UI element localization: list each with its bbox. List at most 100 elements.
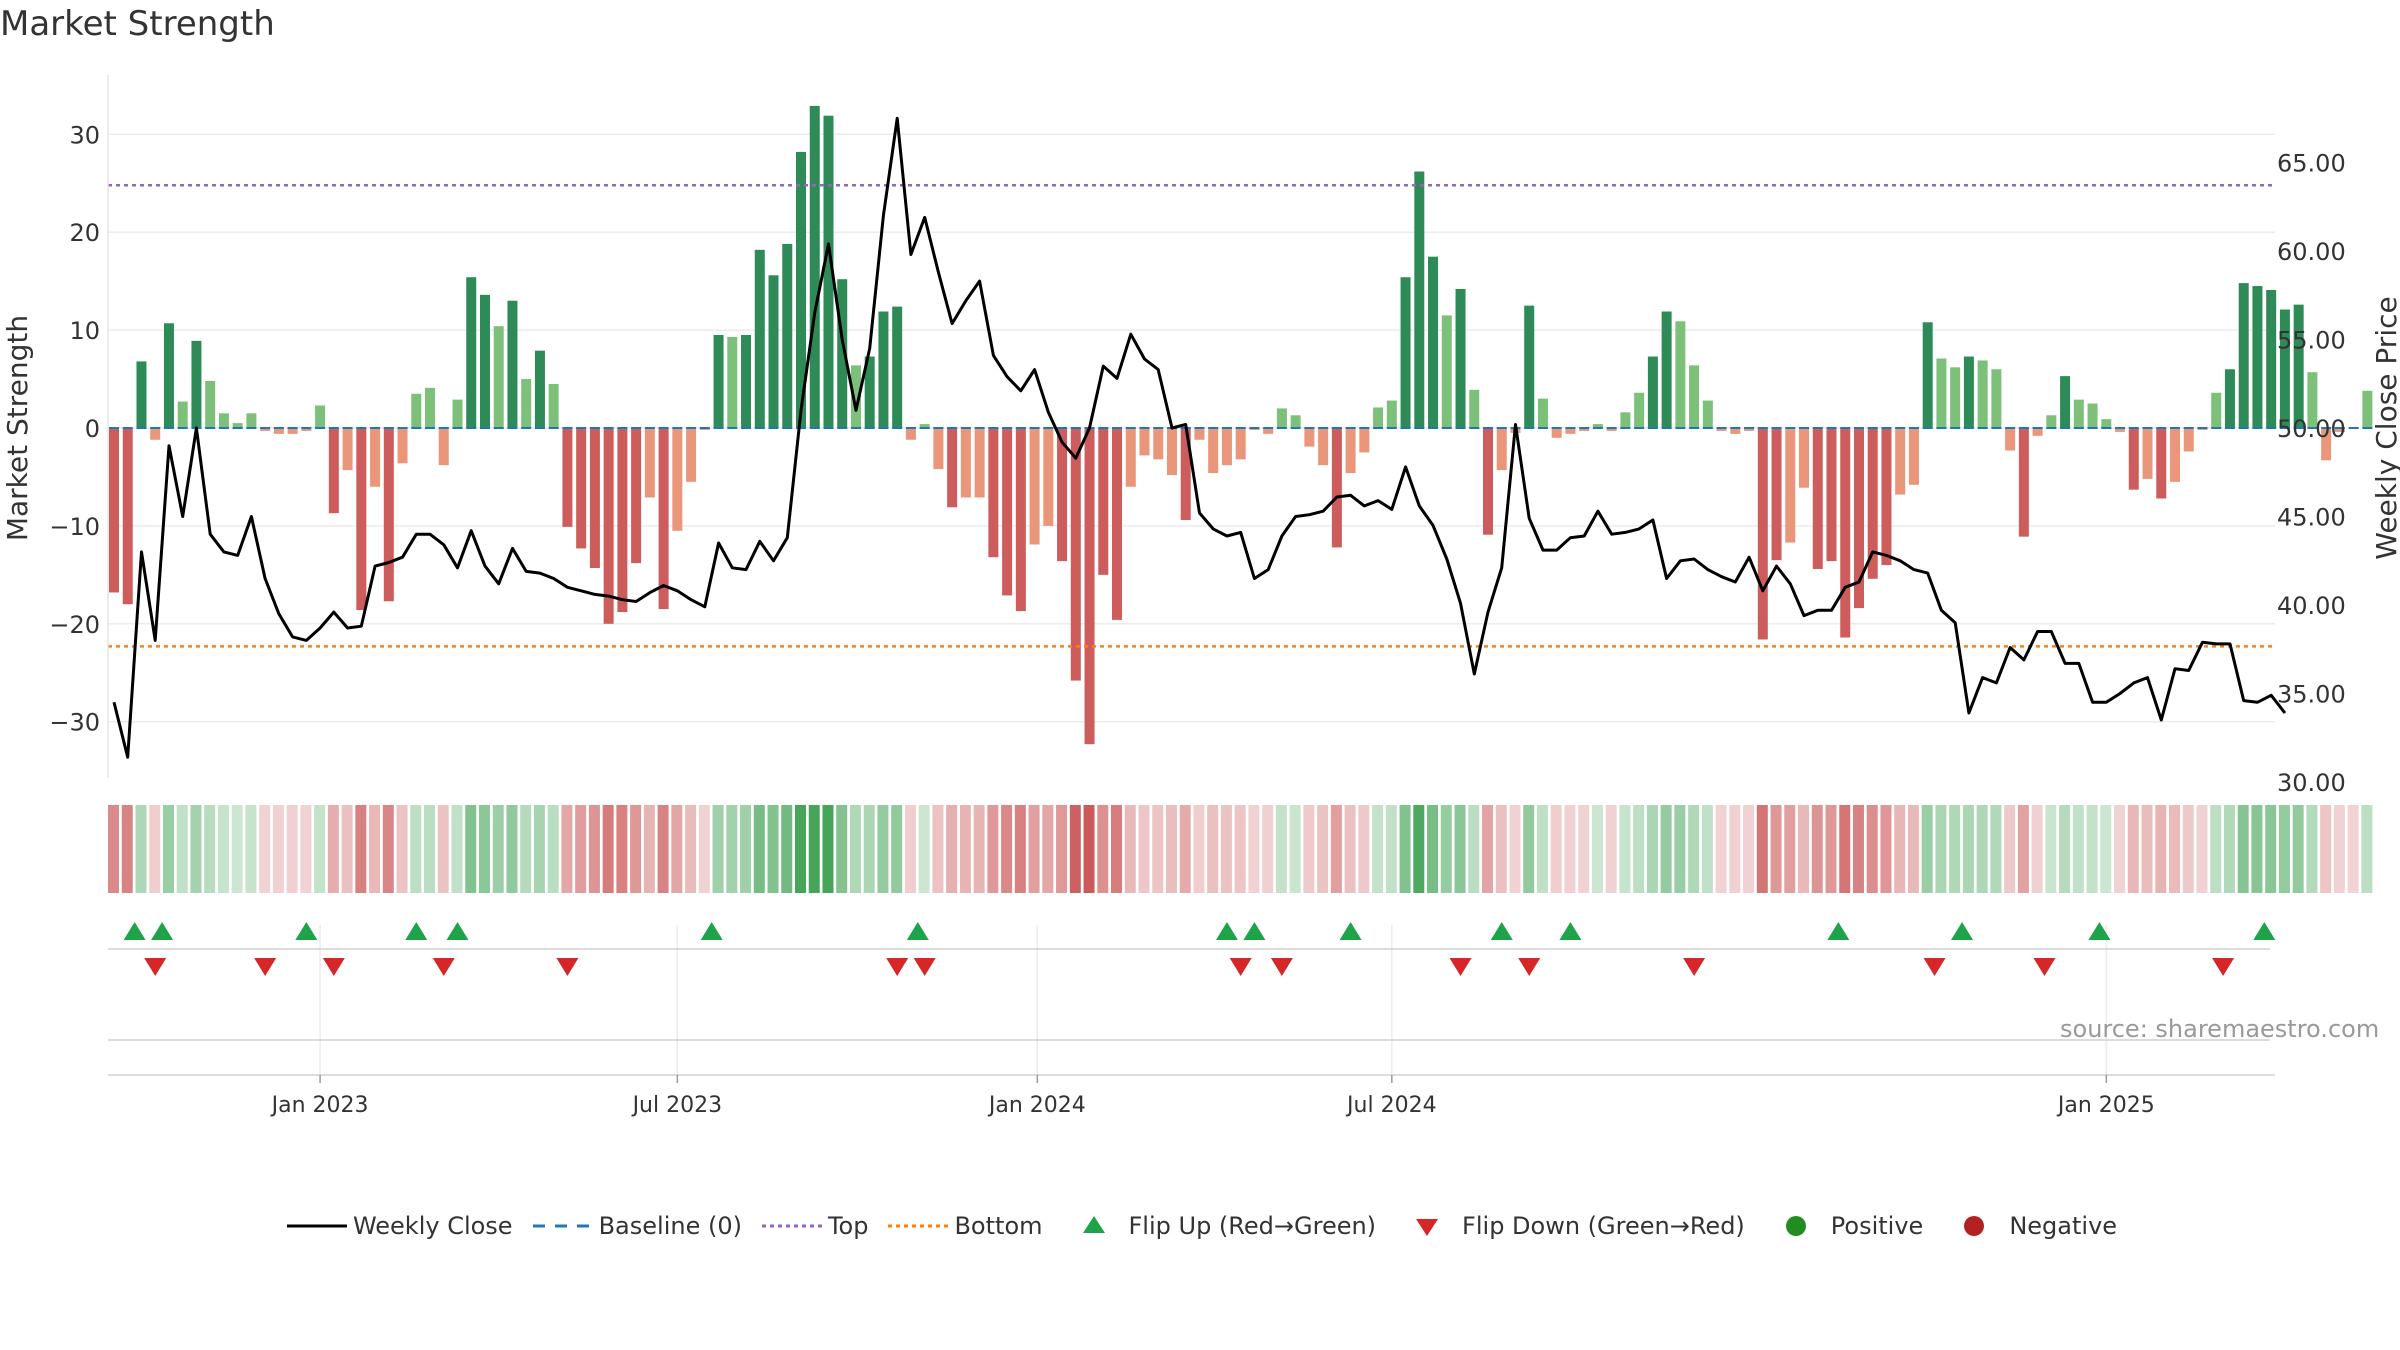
strength-bar	[2293, 304, 2304, 428]
strength-bar	[1263, 428, 1274, 434]
strip-cell	[396, 805, 408, 893]
strip-cell	[1111, 805, 1123, 893]
strength-bar	[809, 105, 820, 428]
reference-lines	[108, 183, 2275, 648]
strength-bar	[562, 428, 573, 527]
strip-cell	[286, 805, 298, 893]
strength-bar	[1936, 358, 1947, 428]
strength-bar	[356, 428, 367, 611]
strip-cell	[2086, 805, 2098, 893]
strip-cell	[492, 805, 504, 893]
strength-bar	[1812, 428, 1823, 569]
strength-bar	[383, 428, 394, 602]
strip-cell	[520, 805, 532, 893]
strip-cell	[1138, 805, 1150, 893]
strip-cell	[767, 805, 779, 893]
strength-bar	[919, 424, 930, 428]
legend-item-baseline: Baseline (0)	[529, 1211, 742, 1241]
strength-bar	[1441, 315, 1452, 428]
flip-up-marker	[1339, 922, 1362, 940]
strength-bar	[177, 401, 188, 428]
strength-bar	[1634, 392, 1645, 428]
flip-up-marker	[1559, 922, 1582, 940]
strip-cell	[506, 805, 518, 893]
weekly-close-line	[112, 116, 2287, 759]
flip-up-marker	[2253, 922, 2276, 940]
strength-bar	[1290, 415, 1301, 428]
strength-bar	[686, 428, 697, 482]
strength-bar	[1977, 360, 1988, 428]
strip-cell	[1907, 805, 1919, 893]
strip-cell	[1536, 805, 1548, 893]
strength-bar	[2279, 309, 2290, 428]
strip-cell	[204, 805, 216, 893]
strip-cell	[836, 805, 848, 893]
strength-bar	[658, 428, 669, 610]
strength-bar	[823, 115, 834, 428]
legend-symbol-close-icon	[283, 1211, 353, 1241]
strip-cell	[781, 805, 793, 893]
strength-bar	[727, 336, 738, 428]
strength-bar	[1180, 428, 1191, 521]
strip-cell	[1798, 805, 1810, 893]
strength-bar	[933, 428, 944, 470]
strength-bar	[1853, 428, 1864, 609]
strength-bars	[109, 105, 2373, 745]
strength-bar	[136, 361, 147, 428]
legend-item-flip-down: Flip Down (Green→Red)	[1392, 1211, 1745, 1241]
strength-bar	[741, 334, 752, 428]
strip-cell	[1152, 805, 1164, 893]
legend-symbol-positive-icon	[1761, 1211, 1831, 1241]
strength-bar	[1771, 428, 1782, 561]
strip-cell	[1042, 805, 1054, 893]
strength-bar	[1015, 428, 1026, 612]
legend-item-bottom: Bottom	[884, 1211, 1043, 1241]
y2-axis-title: Weekly Close Price	[2370, 296, 2400, 559]
strip-cell	[382, 805, 394, 893]
strip-cell	[259, 805, 271, 893]
strength-bar	[905, 428, 916, 440]
strength-bar	[1991, 369, 2002, 428]
strip-cell	[2155, 805, 2167, 893]
y2-tick-label: 60.00	[2277, 238, 2346, 266]
strength-bar	[548, 383, 559, 428]
strip-cell	[795, 805, 806, 893]
legend: Weekly Close Baseline (0) Top Bottom Flip Up…	[0, 1196, 2400, 1256]
legend-symbol-flip-up-icon	[1059, 1211, 1129, 1241]
strength-bar	[2156, 428, 2167, 499]
strength-bar	[754, 249, 765, 428]
strength-bar	[260, 428, 271, 431]
strip-cell	[424, 805, 436, 893]
strip-cell	[1825, 805, 1837, 893]
strength-bar	[1730, 428, 1741, 434]
flip-up-marker	[151, 922, 174, 940]
legend-item-positive: Positive	[1761, 1211, 1923, 1241]
strength-bar	[2142, 428, 2153, 479]
strip-cell	[1962, 805, 1974, 893]
strength-bar	[1428, 256, 1439, 428]
strip-cell	[891, 805, 903, 893]
strength-bar	[1084, 428, 1095, 745]
source-note: source: sharemaestro.com	[2060, 1015, 2380, 1043]
strip-cell	[1605, 805, 1617, 893]
axes: 30 20 10 0 −10 −20 −30 65.00 60.00 55.00 50.00 45.0…	[1, 75, 2400, 797]
strength-bar	[2115, 428, 2126, 432]
strip-cell	[904, 805, 916, 893]
flip-up-marker	[1243, 922, 1266, 940]
strip-cell	[135, 805, 147, 893]
strength-bar	[2321, 428, 2332, 461]
strength-bar	[2252, 286, 2263, 428]
strip-cell	[451, 805, 463, 893]
legend-label: Baseline (0)	[598, 1212, 742, 1240]
strength-bar	[1799, 428, 1810, 488]
strength-bar	[1002, 428, 1013, 596]
flip-down-marker	[556, 958, 579, 976]
y-axis-title: Market Strength	[1, 315, 34, 541]
legend-item-flip-up: Flip Up (Red→Green)	[1059, 1211, 1376, 1241]
strength-bar	[2005, 428, 2016, 451]
strip-cell	[2361, 805, 2373, 893]
strength-bar	[328, 428, 339, 514]
flip-up-marker	[123, 922, 146, 940]
strip-cell	[616, 805, 628, 893]
strip-cell	[108, 805, 119, 893]
